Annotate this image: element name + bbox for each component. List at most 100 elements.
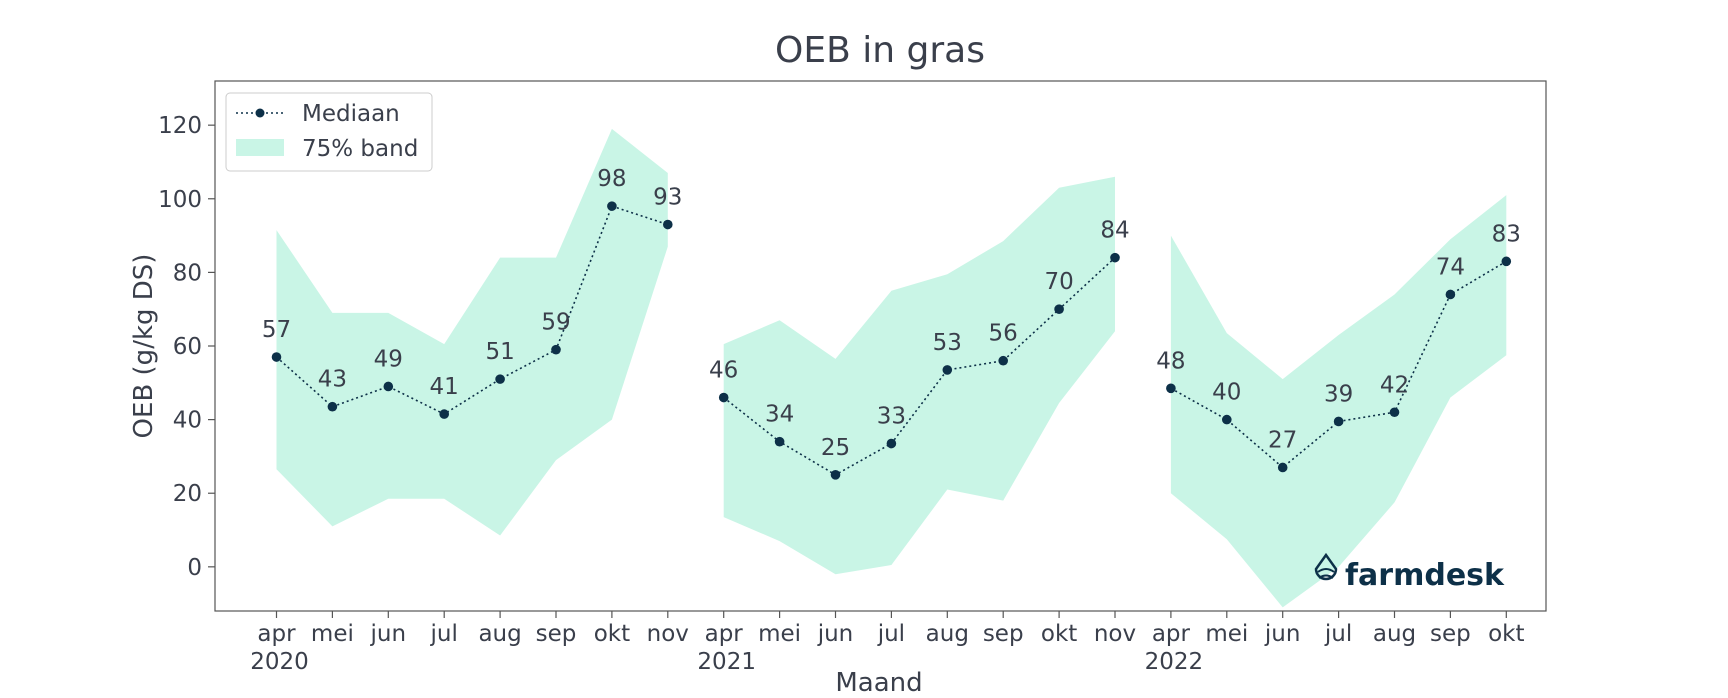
median-point [998, 355, 1008, 366]
median-point [439, 409, 450, 419]
value-label: 25 [821, 435, 850, 461]
x-tick-label: nov [1094, 621, 1136, 647]
legend-median-label: Mediaan [302, 101, 400, 127]
band-area-2021 [723, 176, 1115, 575]
median-point [1222, 414, 1232, 425]
x-tick-label: aug [926, 621, 969, 647]
median-point [886, 438, 897, 449]
median-point [774, 436, 785, 447]
median-point [1054, 304, 1064, 314]
value-label: 70 [1044, 269, 1073, 295]
legend-band-swatch-icon [236, 139, 284, 156]
median-point [383, 381, 394, 392]
value-label: 83 [1492, 221, 1521, 247]
y-axis: 0 20 40 60 80 100 120 [158, 113, 215, 581]
x-tick-label: aug [478, 621, 521, 647]
band-area-2020 [276, 128, 668, 536]
median-point-layer [271, 201, 1512, 480]
value-label: 93 [653, 185, 682, 211]
value-label: 43 [318, 367, 347, 393]
y-tick-label: 0 [187, 555, 202, 581]
legend-band-label: 75% band [302, 136, 418, 162]
median-point [663, 219, 673, 230]
drop-logo-icon [1314, 552, 1338, 581]
median-point [1445, 289, 1456, 300]
x-tick-label: nov [647, 621, 689, 647]
x-tick-label: sep [536, 621, 577, 647]
value-label: 33 [877, 404, 906, 430]
x-tick-label: jul [430, 621, 458, 647]
median-point [1501, 256, 1512, 267]
x-tick-label: aug [1373, 621, 1416, 647]
x-tick-label: apr [1152, 621, 1191, 647]
drop-waves-icon [1317, 568, 1335, 579]
x-tick-label: jun [817, 621, 854, 647]
value-label: 27 [1268, 427, 1297, 453]
x-tick-label: jul [1324, 621, 1352, 647]
y-tick-label: 60 [173, 334, 202, 360]
x-tick-label: jun [370, 621, 407, 647]
x-year-label: 2021 [697, 649, 756, 675]
median-line-2021 [723, 257, 1116, 476]
median-point [327, 401, 338, 412]
y-tick-label: 100 [158, 187, 202, 213]
band-area-2022 [1170, 195, 1507, 608]
x-tick-label: mei [311, 621, 354, 647]
value-label: 51 [485, 339, 514, 365]
value-label: 46 [709, 358, 738, 384]
median-point [718, 392, 729, 403]
x-tick-label: sep [983, 621, 1024, 647]
x-tick-label: okt [1488, 621, 1524, 647]
x-year-label: 2022 [1145, 649, 1204, 675]
median-point [607, 201, 617, 211]
x-tick-label: mei [1205, 621, 1248, 647]
median-point [830, 470, 841, 480]
y-tick-label: 80 [173, 260, 202, 286]
value-label: 41 [430, 374, 459, 400]
x-tick-label: mei [758, 621, 801, 647]
median-point [551, 344, 561, 355]
y-axis-label: OEB (g/kg DS) [129, 254, 159, 439]
value-label: 74 [1436, 254, 1465, 280]
value-label: 49 [374, 346, 403, 372]
value-label: 39 [1324, 381, 1353, 407]
value-label: 40 [1212, 380, 1241, 406]
value-label: 42 [1380, 372, 1409, 398]
value-label: 98 [597, 166, 626, 192]
y-tick-label: 120 [158, 113, 202, 139]
value-label: 84 [1100, 218, 1129, 244]
median-point [495, 374, 505, 384]
value-label-layer: 57 43 49 41 51 59 98 93 46 34 25 33 53 56 70 84 48 40 27 39… [262, 166, 1521, 461]
median-point [1333, 416, 1344, 427]
logo-text: farmdesk [1345, 558, 1505, 593]
x-tick-label: apr [705, 621, 744, 647]
x-tick-label: okt [594, 621, 630, 647]
value-label: 34 [765, 402, 794, 428]
legend-median-marker-icon [255, 108, 265, 118]
median-point [1166, 383, 1176, 394]
x-tick-label: jul [877, 621, 905, 647]
chart-title: OEB in gras [775, 30, 985, 71]
x-axis-label: Maand [835, 668, 922, 698]
x-tick-label: okt [1041, 621, 1077, 647]
x-tick-label: jun [1264, 621, 1301, 647]
value-label: 53 [933, 330, 962, 356]
band-layer [276, 128, 1507, 608]
value-label: 57 [262, 317, 291, 343]
value-label: 59 [541, 310, 570, 336]
median-point [942, 365, 953, 375]
y-tick-label: 20 [173, 481, 202, 507]
value-label: 56 [989, 321, 1018, 347]
median-point [1277, 462, 1288, 473]
x-tick-label: sep [1430, 621, 1471, 647]
x-year-label: 2020 [250, 649, 309, 675]
median-point [271, 352, 282, 362]
median-point [1389, 407, 1400, 418]
legend: Mediaan 75% band [225, 92, 433, 172]
value-label: 48 [1156, 348, 1185, 374]
median-point [1110, 252, 1120, 263]
farmdesk-logo: farmdesk [1314, 552, 1505, 593]
x-tick-label: apr [257, 621, 296, 647]
